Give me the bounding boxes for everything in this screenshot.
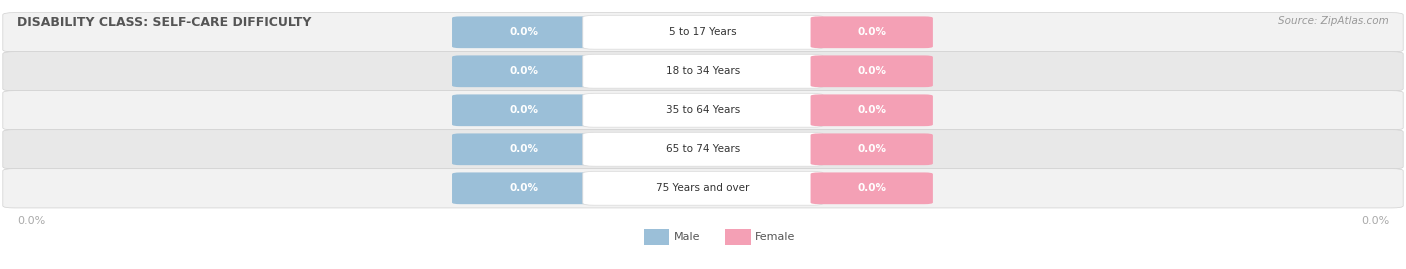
FancyBboxPatch shape <box>810 55 934 87</box>
FancyBboxPatch shape <box>3 91 1403 130</box>
Text: 75 Years and over: 75 Years and over <box>657 183 749 193</box>
FancyBboxPatch shape <box>3 13 1403 52</box>
FancyBboxPatch shape <box>453 16 596 48</box>
FancyBboxPatch shape <box>582 132 823 166</box>
Text: 0.0%: 0.0% <box>509 27 538 37</box>
Text: 0.0%: 0.0% <box>1361 215 1389 226</box>
Text: 0.0%: 0.0% <box>858 183 886 193</box>
Text: 0.0%: 0.0% <box>509 105 538 115</box>
Text: 18 to 34 Years: 18 to 34 Years <box>666 66 740 76</box>
Text: 0.0%: 0.0% <box>509 144 538 154</box>
FancyBboxPatch shape <box>453 55 596 87</box>
Text: 0.0%: 0.0% <box>509 66 538 76</box>
Text: 5 to 17 Years: 5 to 17 Years <box>669 27 737 37</box>
Text: 0.0%: 0.0% <box>858 144 886 154</box>
FancyBboxPatch shape <box>644 229 669 245</box>
FancyBboxPatch shape <box>582 171 823 205</box>
FancyBboxPatch shape <box>810 172 934 204</box>
FancyBboxPatch shape <box>810 16 934 48</box>
FancyBboxPatch shape <box>582 93 823 127</box>
Text: 0.0%: 0.0% <box>17 215 45 226</box>
Text: 35 to 64 Years: 35 to 64 Years <box>666 105 740 115</box>
FancyBboxPatch shape <box>453 133 596 165</box>
FancyBboxPatch shape <box>3 169 1403 208</box>
Text: Female: Female <box>755 232 796 242</box>
Text: 0.0%: 0.0% <box>509 183 538 193</box>
FancyBboxPatch shape <box>3 130 1403 169</box>
FancyBboxPatch shape <box>582 54 823 88</box>
Text: 0.0%: 0.0% <box>858 105 886 115</box>
FancyBboxPatch shape <box>582 15 823 49</box>
FancyBboxPatch shape <box>453 94 596 126</box>
Text: 0.0%: 0.0% <box>858 27 886 37</box>
Text: 65 to 74 Years: 65 to 74 Years <box>666 144 740 154</box>
FancyBboxPatch shape <box>810 94 934 126</box>
FancyBboxPatch shape <box>453 172 596 204</box>
FancyBboxPatch shape <box>810 133 934 165</box>
Text: DISABILITY CLASS: SELF-CARE DIFFICULTY: DISABILITY CLASS: SELF-CARE DIFFICULTY <box>17 16 311 29</box>
FancyBboxPatch shape <box>3 52 1403 91</box>
Text: Source: ZipAtlas.com: Source: ZipAtlas.com <box>1278 16 1389 26</box>
Text: 0.0%: 0.0% <box>858 66 886 76</box>
Text: Male: Male <box>673 232 700 242</box>
FancyBboxPatch shape <box>725 229 751 245</box>
